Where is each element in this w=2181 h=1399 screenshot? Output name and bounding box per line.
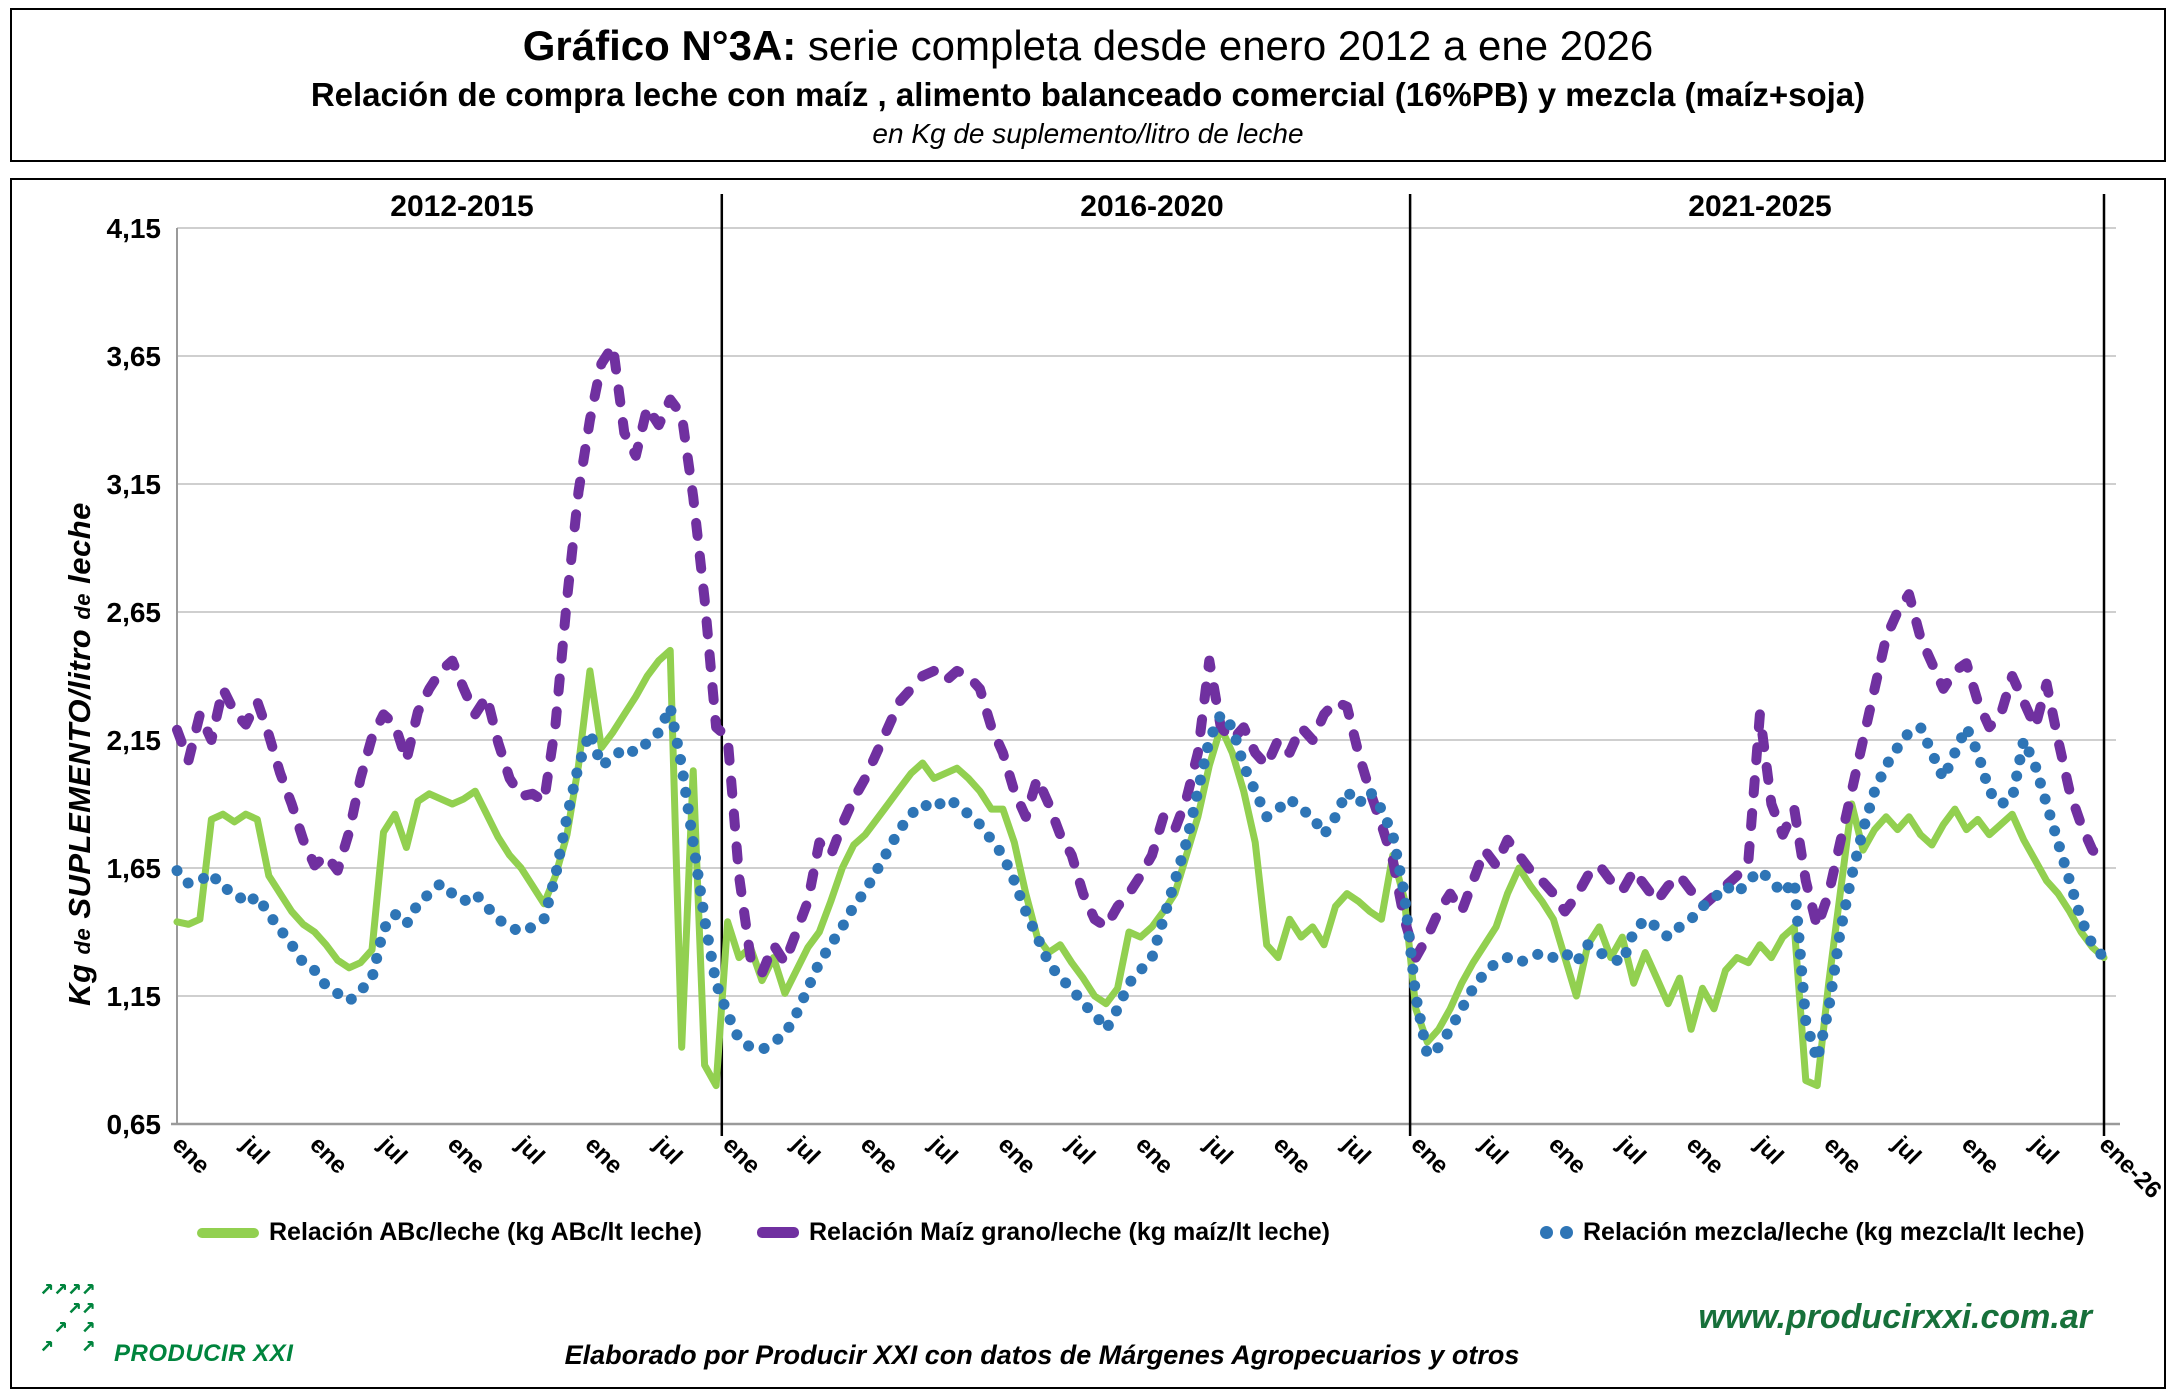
y-tick-label: 0,65 <box>107 1109 162 1140</box>
x-tick-label: jul <box>510 1130 550 1170</box>
x-tick-label: jul <box>235 1130 275 1170</box>
period-label-2021-2025: 2021-2025 <box>1688 190 1832 223</box>
x-tick-label: jul <box>1061 1130 1101 1170</box>
logo-text: PRODUCIR XXI <box>114 1340 294 1367</box>
x-tick-label: jul <box>1198 1130 1238 1170</box>
y-tick-label: 1,65 <box>107 853 162 884</box>
x-tick-label: jul <box>1474 1130 1514 1170</box>
x-tick-label: ene <box>1406 1131 1454 1179</box>
chart-unit-note: en Kg de suplemento/litro de leche <box>872 118 1304 149</box>
x-tick-label: jul <box>1887 1130 1927 1170</box>
y-tick-label: 3,65 <box>107 341 162 372</box>
x-tick-label: jul <box>1611 1130 1651 1170</box>
period-label-2016-2020: 2016-2020 <box>1080 190 1224 223</box>
y-tick-label: 1,15 <box>107 981 162 1012</box>
x-tick-label: ene <box>442 1131 490 1179</box>
x-tick-label: jul <box>648 1130 688 1170</box>
abc-line-swatch-icon <box>197 1227 259 1238</box>
chart-title: Gráfico N°3A: serie completa desde enero… <box>12 22 2164 70</box>
chart-subtitle: Relación de compra leche con maíz , alim… <box>310 76 1866 113</box>
x-tick-label: ene <box>1543 1131 1591 1179</box>
x-tick-label: jul <box>2024 1130 2064 1170</box>
chart-title-rest: serie completa desde enero 2012 a ene 20… <box>796 22 1654 69</box>
chart-frame: 2012-2015 2016-2020 2021-2025 Kg de SUPL… <box>10 178 2166 1389</box>
period-label-2012-2015: 2012-2015 <box>390 190 534 223</box>
legend-item-maiz: Relación Maíz grano/leche (kg maíz/lt le… <box>757 1218 1330 1247</box>
x-tick-label: ene <box>1818 1131 1866 1179</box>
legend-label-maiz: Relación Maíz grano/leche (kg maíz/lt le… <box>809 1218 1330 1246</box>
y-tick-label: 2,65 <box>107 597 162 628</box>
maiz-dash-swatch-icon <box>757 1227 799 1238</box>
x-tick-label: ene <box>1681 1131 1729 1179</box>
y-tick-label: 2,15 <box>107 725 162 756</box>
mezcla-dots-swatch-icon <box>1540 1226 1573 1239</box>
y-tick-label: 4,15 <box>107 213 162 244</box>
legend-label-abc: Relación ABc/leche (kg ABc/lt leche) <box>269 1218 702 1246</box>
x-tick-label: jul <box>785 1130 825 1170</box>
footer-website-link[interactable]: www.producirxxi.com.ar <box>1698 1298 2092 1336</box>
legend-label-mezcla: Relación mezcla/leche (kg mezcla/lt lech… <box>1583 1218 2085 1246</box>
legend-item-abc: Relación ABc/leche (kg ABc/lt leche) <box>197 1218 702 1247</box>
x-tick-label: jul <box>1749 1130 1789 1170</box>
x-tick-label: ene <box>1956 1131 2004 1179</box>
x-tick-label: ene <box>167 1131 215 1179</box>
x-tick-label: ene <box>304 1131 352 1179</box>
footer-credit: Elaborado por Producir XXI con datos de … <box>564 1340 1520 1370</box>
x-tick-label: ene <box>993 1131 1041 1179</box>
producir-xxi-logo: ↗↗↗↗ ↗↗ ↗ ↗ ↗ ↗ <box>40 1274 96 1357</box>
x-tick-label: ene <box>717 1131 765 1179</box>
chart-title-number: Gráfico N°3A: <box>522 22 797 69</box>
logo-arrows-icon: ↗↗↗↗ ↗↗ ↗ ↗ ↗ ↗ <box>40 1274 96 1357</box>
legend: Relación ABc/leche (kg ABc/lt leche) Rel… <box>12 1212 2164 1264</box>
title-box: Gráfico N°3A: serie completa desde enero… <box>10 8 2166 162</box>
x-tick-label: jul <box>373 1130 413 1170</box>
series-mezcla-line <box>171 701 2110 1066</box>
x-tick-label: jul <box>1336 1130 1376 1170</box>
series-maiz-line <box>172 340 2109 978</box>
x-tick-label: ene <box>1268 1131 1316 1179</box>
x-tick-label: ene <box>855 1131 903 1179</box>
y-tick-label: 3,15 <box>107 469 162 500</box>
x-tick-label: ene <box>1130 1131 1178 1179</box>
x-tick-label: jul <box>923 1130 963 1170</box>
x-tick-label: ene-26 <box>2094 1131 2164 1204</box>
x-tick-label: ene <box>580 1131 628 1179</box>
legend-item-mezcla: Relación mezcla/leche (kg mezcla/lt lech… <box>1540 1218 2085 1247</box>
series-abc-line <box>173 646 2108 1090</box>
